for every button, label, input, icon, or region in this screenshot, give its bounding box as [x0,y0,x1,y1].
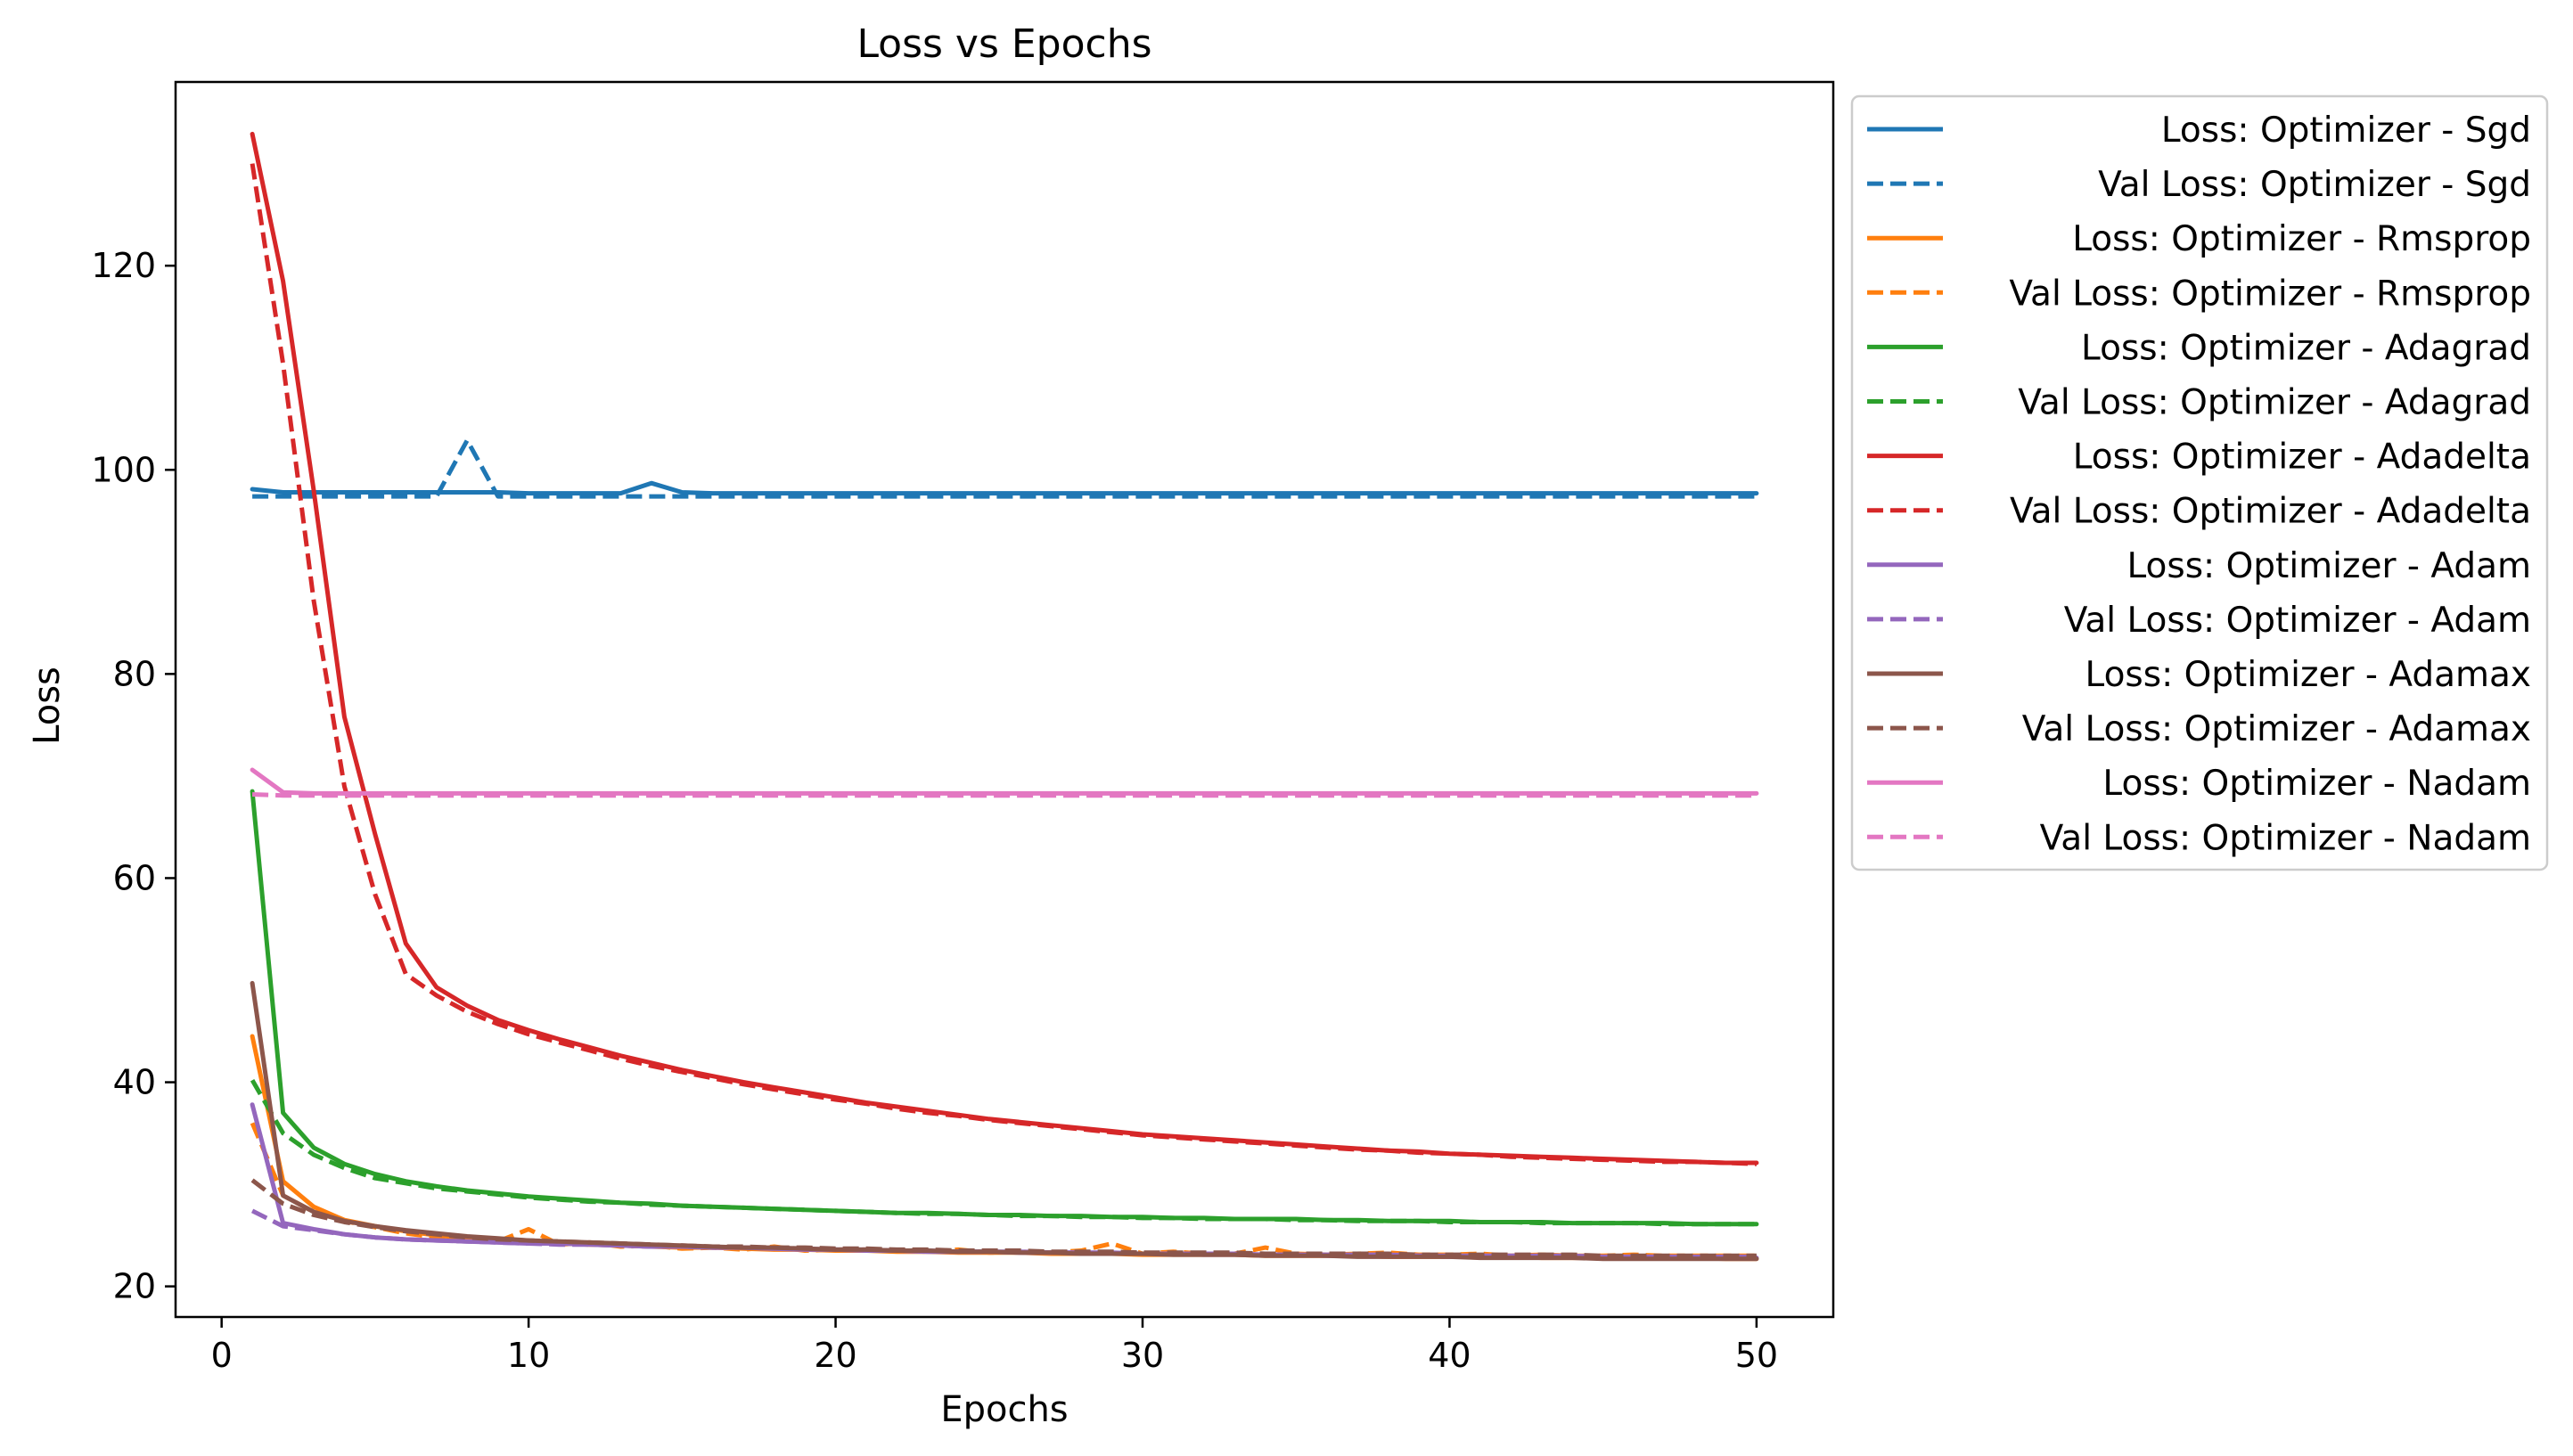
x-axis: 0 10 20 30 40 50 [211,1317,1778,1375]
legend-label-loss-adam: Loss: Optimizer - Adam [2127,546,2532,586]
series-line-val-loss-adamax [250,1178,1757,1258]
x-tick-label: 50 [1735,1336,1778,1375]
legend-label-val-loss-adadelta: Val Loss: Optimizer - Adadelta [2010,492,2531,532]
y-tick-label: 80 [113,654,156,693]
x-tick-label: 0 [211,1336,233,1375]
legend-label-loss-rmsprop: Loss: Optimizer - Rmsprop [2072,219,2531,259]
x-tick-label: 40 [1428,1336,1471,1375]
series-line-val-loss-adagrad [250,1079,1757,1227]
legend-label-val-loss-rmsprop: Val Loss: Optimizer - Rmsprop [2009,274,2531,314]
legend-label-loss-nadam: Loss: Optimizer - Nadam [2102,764,2531,804]
series-line-val-loss-nadam [252,792,1757,798]
legend: Loss: Optimizer - Sgd Val Loss: Optimizer… [1850,94,2549,871]
legend-label-val-loss-adagrad: Val Loss: Optimizer - Adagrad [2018,383,2531,423]
x-tick-label: 30 [1121,1336,1164,1375]
legend-label-val-loss-sgd: Val Loss: Optimizer - Sgd [2098,165,2531,205]
legend-label-val-loss-adam: Val Loss: Optimizer - Adam [2064,601,2531,641]
x-axis-label: Epochs [940,1389,1068,1430]
legend-label-loss-adamax: Loss: Optimizer - Adamax [2085,655,2531,695]
series-line-val-loss-adadelta [250,163,1757,1166]
y-tick-label: 40 [113,1063,156,1102]
legend-label-loss-adadelta: Loss: Optimizer - Adadelta [2073,438,2531,478]
plot-frame [174,80,1835,1319]
y-axis: 20 40 60 80 100 120 [91,246,176,1306]
chart-title: Loss vs Epochs [856,21,1151,67]
x-tick-label: 10 [507,1336,550,1375]
y-tick-label: 120 [91,246,156,285]
y-tick-label: 60 [113,858,156,897]
y-tick-label: 20 [113,1267,156,1306]
x-tick-label: 20 [814,1336,856,1375]
legend-label-loss-adagrad: Loss: Optimizer - Adagrad [2081,328,2531,368]
legend-label-val-loss-adamax: Val Loss: Optimizer - Adamax [2022,709,2531,749]
series-lines [250,131,1759,1262]
legend-box [1850,94,2549,871]
series-line-val-loss-sgd [252,438,1757,499]
y-tick-label: 100 [91,450,156,489]
y-axis-label: Loss [27,667,68,745]
series-line-loss-sgd [250,480,1759,496]
legend-label-val-loss-nadam: Val Loss: Optimizer - Nadam [2040,818,2531,858]
plot-area [174,80,1835,1319]
legend-label-loss-sgd: Loss: Optimizer - Sgd [2161,110,2531,151]
